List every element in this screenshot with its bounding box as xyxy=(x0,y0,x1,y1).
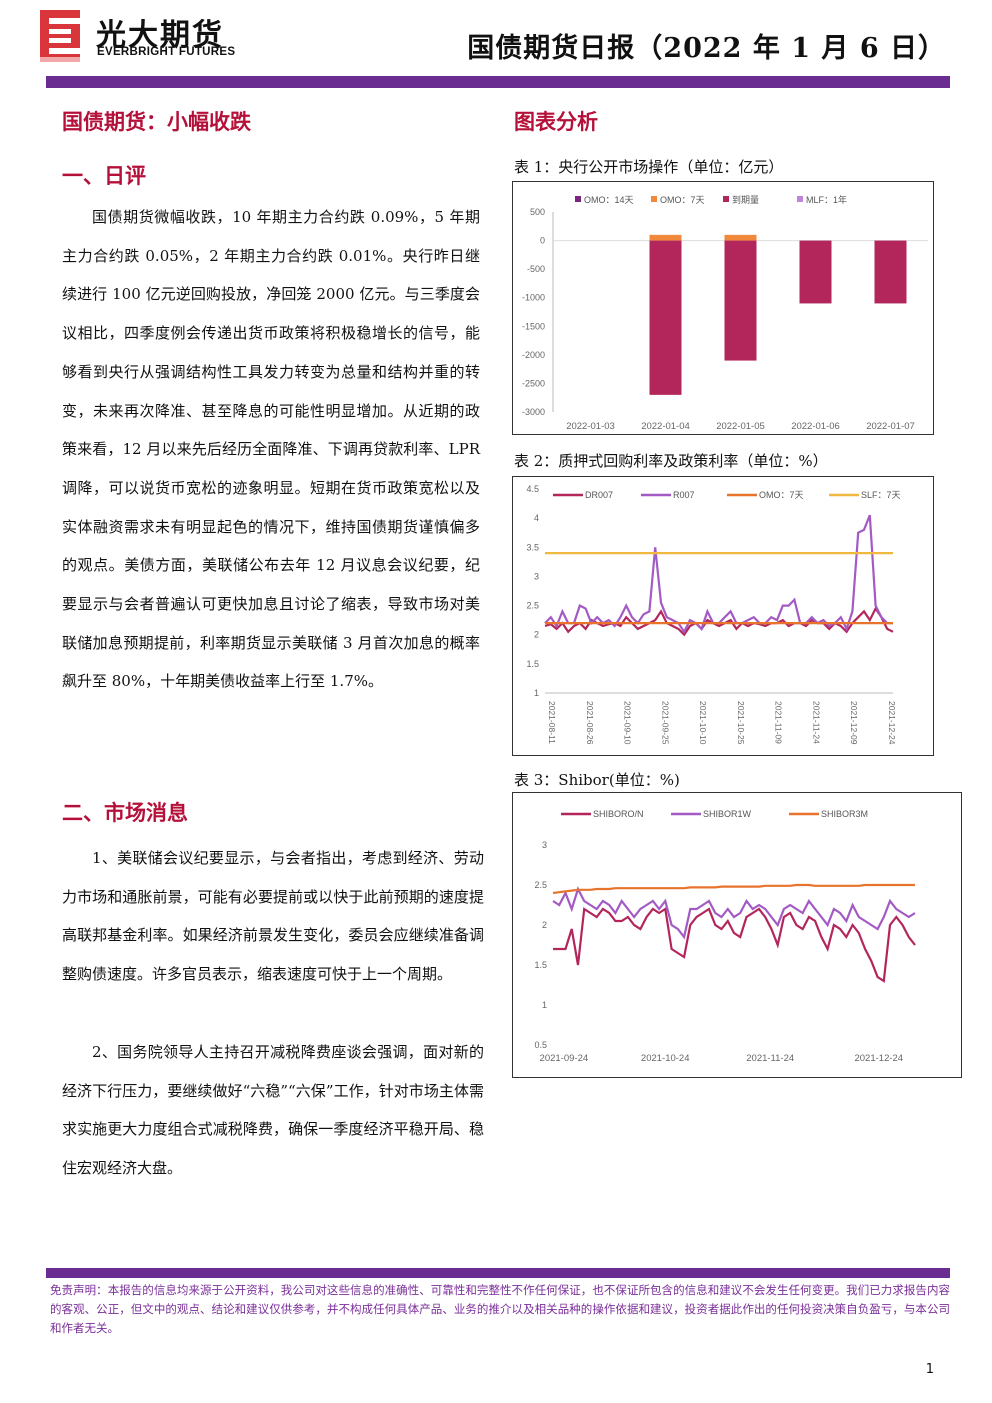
series-line xyxy=(553,907,916,983)
market-news-item-1: 1、美联储会议纪要显示，与会者指出，考虑到经济、劳动力市场和通胀前景，可能有必要… xyxy=(62,849,484,984)
x-tick-label: 2021-12-24 xyxy=(854,1053,903,1064)
x-tick-label: 2021-08-11 xyxy=(547,701,557,744)
y-tick-label: -2500 xyxy=(522,378,545,388)
y-tick-label: 0 xyxy=(540,236,545,246)
page-number: 1 xyxy=(925,1362,934,1377)
x-tick-label: 2021-10-24 xyxy=(641,1053,690,1064)
series-line xyxy=(552,883,915,895)
x-tick-label: 2021-10-10 xyxy=(698,701,708,745)
footer-divider-bar xyxy=(46,1268,950,1278)
disclaimer-text: 免责声明：本报告的信息均来源于公开资料，我公司对这些信息的准确性、可靠性和完整性… xyxy=(50,1283,950,1335)
legend-label: OMO：7天 xyxy=(660,195,705,205)
legend-label: SHIBOR3M xyxy=(821,809,868,819)
headline: 国债期货：小幅收跌 xyxy=(62,109,251,134)
y-tick-label: 3.5 xyxy=(526,542,539,552)
x-tick-label: 2021-11-24 xyxy=(811,701,821,744)
logo-chinese-name: 光大期货 xyxy=(96,18,224,53)
x-tick-label: 2022-01-06 xyxy=(791,421,840,432)
y-tick-label: 1.5 xyxy=(534,960,547,970)
y-tick-label: -1500 xyxy=(522,321,545,331)
y-tick-label: 1 xyxy=(542,1000,547,1010)
chart2-svg: 4.5 4 3.5 3 2.5 2 1.5 1 DR007 R007 OMO：7天 SLF：7天 202… xyxy=(526,484,901,745)
x-tick-label: 2021-12-24 xyxy=(887,701,897,745)
section-daily-review-title: 一、日评 xyxy=(62,163,146,188)
y-tick-label: 2 xyxy=(542,920,547,930)
chart3-svg: 3 2.5 2 1.5 1 0.5 SHIBORO/N SHIBOR1W SHIBOR3M 202… xyxy=(534,809,916,1064)
everbright-logo-icon xyxy=(40,10,80,62)
market-news-item-2: 2、国务院领导人主持召开减税降费座谈会强调，面对新的经济下行压力，要继续做好“六… xyxy=(62,1043,484,1178)
x-tick-label: 2022-01-05 xyxy=(716,421,765,432)
legend-label: OMO：7天 xyxy=(759,490,804,500)
legend-swatch xyxy=(797,196,803,202)
y-tick-label: 4 xyxy=(534,513,539,523)
y-tick-label: -2000 xyxy=(522,350,545,360)
y-tick-label: 2.5 xyxy=(534,880,547,890)
logo-english-name: EVERBRIGHT FUTURES xyxy=(97,46,236,58)
legend-label: DR007 xyxy=(585,490,613,500)
chart-analysis-title: 图表分析 xyxy=(514,109,598,134)
x-tick-label: 2021-11-09 xyxy=(774,701,784,744)
chart1-caption: 表 1：央行公开市场操作（单位：亿元） xyxy=(514,158,784,176)
legend-label: MLF：1年 xyxy=(806,194,847,205)
section-market-news-title: 二、市场消息 xyxy=(62,800,188,825)
daily-review-body: 国债期货微幅收跌，10 年期主力合约跌 0.09%，5 年期主力合约跌 0.05… xyxy=(62,208,480,691)
series-line xyxy=(552,886,916,940)
y-tick-label: 1 xyxy=(534,688,539,698)
x-tick-label: 2021-12-09 xyxy=(849,701,859,745)
bar xyxy=(724,234,757,241)
bar xyxy=(649,240,682,395)
legend-swatch xyxy=(723,196,729,202)
y-tick-label: 0.5 xyxy=(534,1040,547,1050)
legend-swatch xyxy=(575,196,581,202)
legend-label: SHIBORO/N xyxy=(593,809,644,819)
legend-label: SHIBOR1W xyxy=(703,809,752,819)
x-tick-label: 2021-10-25 xyxy=(736,701,746,745)
x-tick-label: 2022-01-04 xyxy=(641,421,690,432)
legend-label: R007 xyxy=(673,490,695,500)
y-tick-label: 3 xyxy=(542,840,547,850)
y-tick-label: -1000 xyxy=(522,293,545,303)
x-tick-label: 2021-09-25 xyxy=(660,701,670,745)
chart3-shibor: 3 2.5 2 1.5 1 0.5 SHIBORO/N SHIBOR1W SHIBOR3M 202… xyxy=(512,792,962,1078)
header-divider-bar xyxy=(46,76,950,88)
chart2-caption: 表 2：质押式回购利率及政策利率（单位：%） xyxy=(514,452,828,470)
legend-label: SLF：7天 xyxy=(861,490,901,500)
y-tick-label: 2 xyxy=(534,630,539,640)
x-tick-label: 2021-09-10 xyxy=(623,701,633,745)
legend-swatch xyxy=(651,196,657,202)
legend-label: OMO：14天 xyxy=(584,195,634,205)
y-tick-label: 2.5 xyxy=(526,601,539,611)
legend-label: 到期量 xyxy=(732,194,759,205)
bar xyxy=(649,234,682,241)
chart3-caption: 表 3：Shibor(单位：%) xyxy=(514,771,680,789)
x-tick-label: 2022-01-07 xyxy=(866,421,915,432)
bar xyxy=(724,240,757,361)
y-tick-label: -3000 xyxy=(522,407,545,417)
chart2-repo-policy-rates: 4.5 4 3.5 3 2.5 2 1.5 1 DR007 R007 OMO：7天 SLF：7天 202… xyxy=(512,476,934,756)
chart1-omo-operations: OMO：14天 OMO：7天 到期量 MLF：1年 500 0 -500 -1000 -1500… xyxy=(512,181,934,435)
y-tick-label: 3 xyxy=(534,571,539,581)
y-tick-label: -500 xyxy=(527,264,545,274)
y-tick-label: 1.5 xyxy=(526,659,539,669)
x-tick-label: 2021-09-24 xyxy=(540,1053,589,1064)
y-tick-label: 4.5 xyxy=(526,484,539,494)
x-tick-label: 2021-08-26 xyxy=(585,701,595,745)
x-tick-label: 2021-11-24 xyxy=(746,1053,794,1064)
y-tick-label: 500 xyxy=(530,207,545,217)
bar xyxy=(799,240,832,304)
chart1-svg: OMO：14天 OMO：7天 到期量 MLF：1年 500 0 -500 -1000 -1500… xyxy=(522,194,928,432)
series-line xyxy=(544,514,893,634)
report-title: 国债期货日报（2022 年 1 月 6 日） xyxy=(467,33,946,64)
x-tick-label: 2022-01-03 xyxy=(566,421,615,432)
bar xyxy=(874,240,907,304)
